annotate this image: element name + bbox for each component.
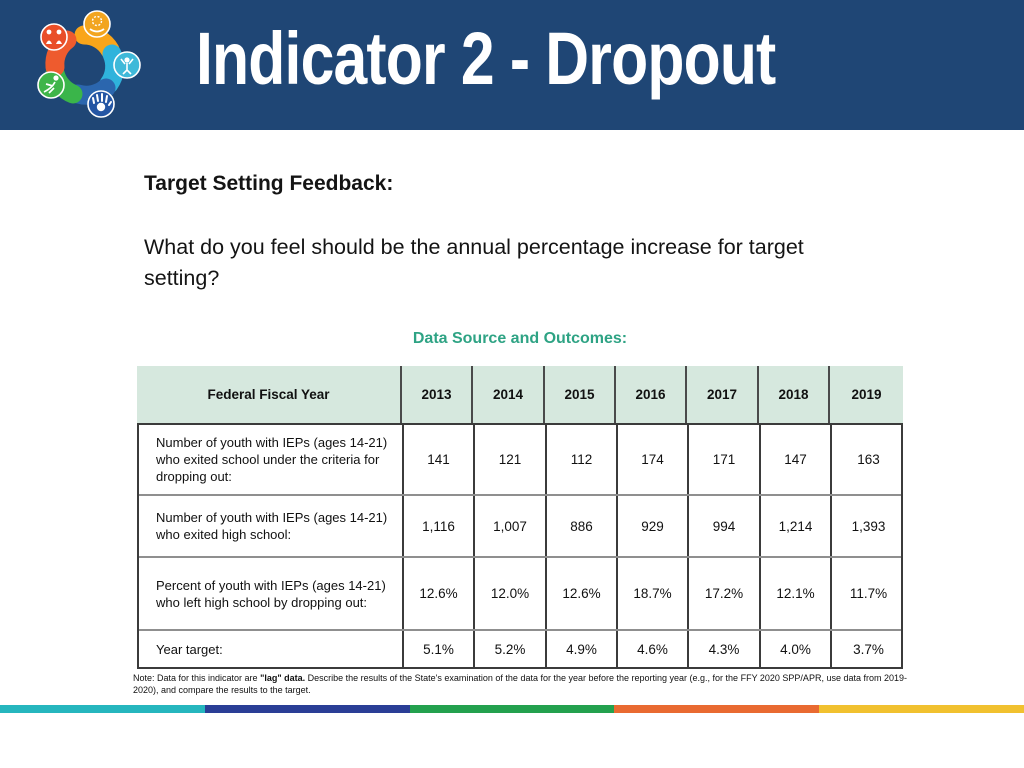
table-cell: 4.9% [547, 631, 618, 667]
table-cell: 886 [547, 496, 618, 556]
table-cell: 3.7% [853, 641, 884, 657]
table-header-row: Federal Fiscal Year 2013 2014 2015 2016 … [137, 366, 903, 423]
table-cell: 1,214 [761, 496, 832, 556]
footnote-prefix: Note: Data for this indicator are [133, 673, 261, 683]
column-header: 2013 [402, 366, 473, 423]
sun-hands-badge-icon [83, 10, 111, 38]
table-cell: 994 [689, 496, 761, 556]
footnote-bold: "lag" data. [260, 673, 306, 683]
table-cell: 12.6% [547, 558, 618, 629]
table-cell: 5.1% [404, 631, 475, 667]
table-cell: 147 [761, 425, 832, 494]
row-label: Year target: [139, 631, 404, 667]
table-cell: 141 [404, 425, 475, 494]
table-cell: 18.7% [618, 558, 689, 629]
leaping-person-badge-icon [37, 71, 65, 99]
column-header: Federal Fiscal Year [137, 366, 402, 423]
table-cell: 12.0% [475, 558, 547, 629]
column-header: 2016 [616, 366, 687, 423]
pinwheel-logo-icon [37, 10, 141, 118]
table-cell: 12.1% [761, 558, 832, 629]
table-cell: 1,393 [851, 518, 886, 534]
table-cell: 171 [689, 425, 761, 494]
row-label: Percent of youth with IEPs (ages 14-21) … [139, 558, 404, 629]
table-cell: 163 [857, 452, 880, 467]
table-cell: 4.6% [618, 631, 689, 667]
table-cell: 929 [618, 496, 689, 556]
slide-header-band: Indicator 2 - Dropout [0, 0, 1024, 130]
column-header: 2019 [830, 366, 903, 423]
table-cell: 174 [618, 425, 689, 494]
column-header: 2018 [759, 366, 830, 423]
row-label: Number of youth with IEPs (ages 14-21) w… [139, 496, 404, 556]
feedback-heading: Target Setting Feedback: [144, 172, 394, 195]
table-row: Number of youth with IEPs (ages 14-21) w… [139, 496, 901, 558]
bottom-color-stripe [0, 705, 1024, 713]
data-table: Federal Fiscal Year 2013 2014 2015 2016 … [137, 366, 903, 669]
table-cell: 12.6% [404, 558, 475, 629]
stripe-segment-yellow [819, 705, 1024, 713]
row-label: Number of youth with IEPs (ages 14-21) w… [139, 425, 404, 494]
table-cell: 1,116 [404, 496, 475, 556]
table-cell: 112 [547, 425, 618, 494]
table-heading: Data Source and Outcomes: [412, 330, 628, 347]
family-badge-icon [40, 23, 68, 51]
footnote: Note: Data for this indicator are "lag" … [133, 673, 911, 696]
stripe-segment-teal [0, 705, 205, 713]
table-cell: 4.0% [761, 631, 832, 667]
column-header: 2017 [687, 366, 759, 423]
table-cell: 121 [475, 425, 547, 494]
handprint-badge-icon [87, 90, 115, 118]
stripe-segment-orange [614, 705, 820, 713]
table-cell: 11.7% [849, 586, 888, 601]
cheering-person-badge-icon [113, 51, 141, 79]
stripe-segment-green [409, 705, 615, 713]
table-cell: 17.2% [689, 558, 761, 629]
slide-title: Indicator 2 - Dropout [196, 17, 776, 100]
footnote-rest: Describe the results of the State's exam… [133, 673, 907, 695]
column-header: 2014 [473, 366, 545, 423]
table-row: Year target: 5.1% 5.2% 4.9% 4.6% 4.3% 4.… [139, 631, 901, 667]
table-row: Percent of youth with IEPs (ages 14-21) … [139, 558, 901, 631]
question-text: What do you feel should be the annual pe… [144, 235, 804, 290]
table-row: Number of youth with IEPs (ages 14-21) w… [139, 425, 901, 496]
stripe-segment-blue [204, 705, 410, 713]
table-cell: 1,007 [475, 496, 547, 556]
table-cell: 4.3% [689, 631, 761, 667]
table-cell: 5.2% [475, 631, 547, 667]
column-header: 2015 [545, 366, 616, 423]
table-body: Number of youth with IEPs (ages 14-21) w… [137, 423, 903, 669]
